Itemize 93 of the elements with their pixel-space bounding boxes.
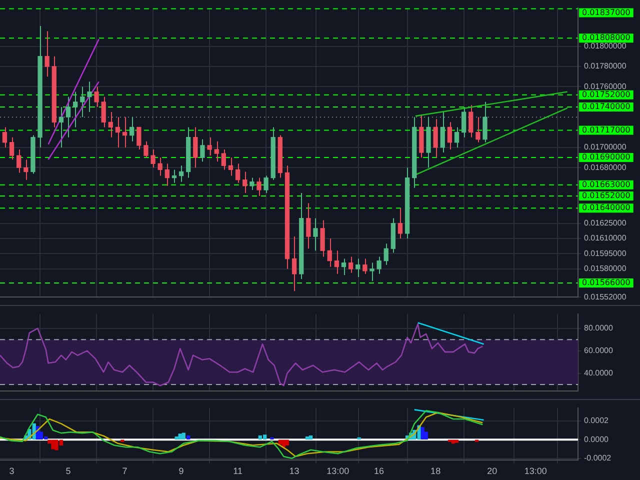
y-tick-label: 0.01780000: [584, 62, 627, 71]
ref-line-label: 0.01640000: [582, 203, 630, 212]
candlestick: [398, 208, 403, 240]
ref-line-label: 0.01663000: [582, 180, 630, 189]
x-tick-label: 3: [9, 466, 14, 476]
candlestick: [292, 236, 297, 292]
candlestick: [461, 106, 466, 138]
candlestick: [136, 126, 142, 150]
candlestick: [73, 91, 78, 128]
y-tick-label: 0.01625000: [584, 218, 627, 228]
candlestick: [101, 96, 106, 128]
ref-line-label: 0.01717000: [582, 125, 630, 134]
candlestick: [482, 101, 488, 143]
candlestick: [150, 148, 156, 168]
candlestick: [80, 86, 85, 118]
candlestick: [384, 243, 388, 266]
candlestick: [370, 262, 374, 282]
candlestick: [376, 256, 382, 274]
candlestick: [250, 177, 254, 190]
candlestick: [356, 258, 360, 278]
candlestick: [178, 165, 184, 182]
candlestick: [24, 159, 28, 180]
candlestick: [221, 148, 226, 170]
candlestick: [2, 126, 8, 148]
ref-line-label: 0.01690000: [582, 152, 630, 162]
x-tick-label: 5: [66, 466, 71, 476]
candlestick: [66, 96, 71, 138]
candlestick: [341, 258, 346, 276]
candlestick: [94, 86, 99, 108]
y-tick-label: 0.0000: [584, 434, 610, 444]
candlestick: [362, 258, 368, 274]
y-tick-label: -0.0002: [584, 454, 612, 463]
y-tick-label: 80.0000: [584, 324, 614, 333]
candlestick: [87, 81, 92, 113]
candlestick: [235, 163, 240, 184]
candlestick: [172, 169, 177, 184]
x-tick-label: 13: [289, 466, 300, 476]
y-tick-label: 0.01680000: [584, 162, 627, 172]
candlestick: [306, 202, 311, 250]
candlestick: [334, 250, 340, 274]
ref-line-label: 0.01808000: [582, 33, 630, 42]
candlestick: [228, 157, 234, 176]
candlestick: [158, 157, 162, 176]
y-tick-label: 40.0000: [584, 368, 614, 378]
candlestick: [433, 118, 438, 158]
candlestick: [200, 138, 205, 162]
candlestick: [115, 116, 120, 148]
candlestick: [327, 238, 332, 268]
candlestick: [16, 148, 22, 174]
y-tick-label: 60.0000: [584, 346, 614, 356]
candlestick: [447, 122, 452, 150]
candlestick: [9, 136, 14, 160]
candlestick: [264, 175, 268, 194]
candlestick: [164, 163, 170, 186]
y-tick-label: 0.01700000: [584, 142, 627, 152]
candlestick: [108, 112, 113, 138]
x-tick-label: 16: [374, 466, 384, 476]
y-tick-label: 0.01580000: [584, 264, 627, 274]
ref-line-label: 0.01652000: [582, 191, 630, 200]
ref-line-label: 0.01837000: [582, 8, 630, 17]
candlestick: [476, 116, 480, 143]
ref-line-label: 0.01740000: [582, 102, 630, 112]
x-tick-label: 18: [430, 466, 441, 476]
candlestick: [256, 177, 262, 197]
x-tick-label: 13:00: [524, 466, 547, 476]
candlestick: [468, 104, 474, 138]
y-tick-label: 0.01760000: [584, 82, 627, 91]
candlestick: [44, 30, 50, 78]
candlestick: [58, 106, 64, 148]
candlestick: [348, 256, 354, 274]
x-tick-label: 13:00: [326, 466, 350, 476]
x-tick-label: 11: [233, 466, 242, 476]
x-tick-label: 7: [122, 466, 128, 476]
candlestick: [193, 126, 198, 168]
candlestick: [122, 116, 128, 148]
candlestick: [313, 218, 318, 252]
ref-line-label: 0.01752000: [582, 90, 630, 99]
candlestick: [130, 116, 134, 142]
y-tick-label: 0.01800000: [584, 41, 627, 50]
candlestick: [440, 112, 445, 153]
candlestick: [207, 136, 212, 156]
x-tick-label: 9: [178, 466, 184, 476]
ref-line-label: 0.01566000: [582, 278, 630, 288]
y-tick-label: 0.01595000: [584, 248, 627, 258]
candlestick: [214, 140, 219, 162]
candlestick: [320, 220, 325, 258]
candlestick: [242, 171, 248, 194]
y-tick-label: 0.0002: [584, 416, 610, 426]
y-tick-label: 0.01610000: [584, 234, 627, 243]
y-tick-label: 0.01552000: [584, 292, 627, 302]
x-tick-label: 20: [487, 466, 498, 476]
candlestick: [144, 140, 148, 158]
candlestick: [454, 126, 460, 148]
